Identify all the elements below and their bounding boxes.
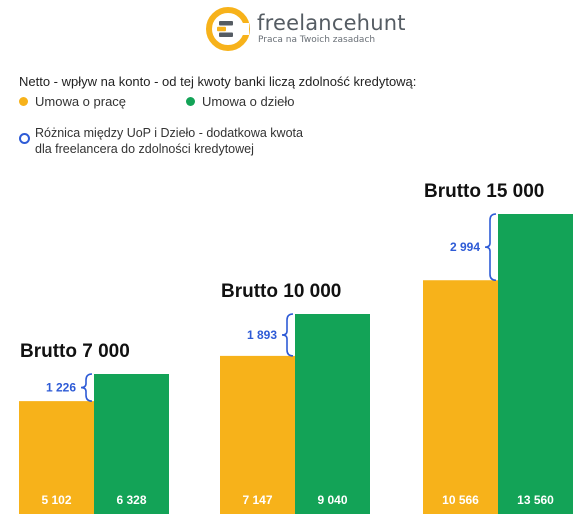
- legend-difference-marker: [19, 133, 30, 144]
- legend-difference-label: Różnica między UoP i Dzieło - dodatkowa …: [35, 125, 303, 157]
- legend-dzielo-marker: [186, 97, 195, 106]
- difference-brace: [281, 313, 294, 357]
- category-label: Brutto 7 000: [20, 341, 130, 362]
- bar-dzielo: [295, 314, 370, 514]
- difference-label: 1 226: [46, 381, 76, 395]
- bar-dzielo-value: 13 560: [517, 493, 554, 507]
- bar-dzielo-value: 9 040: [317, 493, 347, 507]
- legend-uop-label: Umowa o pracę: [35, 94, 127, 109]
- bar-uop: [423, 280, 498, 514]
- difference-brace: [484, 213, 497, 282]
- category-label: Brutto 15 000: [424, 181, 544, 202]
- bar-dzielo-value: 6 328: [116, 493, 146, 507]
- legend-difference-line-1: Różnica między UoP i Dzieło - dodatkowa …: [35, 126, 303, 140]
- brand-tagline: Praca na Twoich zasadach: [258, 35, 376, 45]
- legend-difference-line-2: dla freelancera do zdolności kredytowej: [35, 142, 254, 156]
- chart-subtitle: Netto - wpływ na konto - od tej kwoty ba…: [19, 74, 417, 89]
- difference-label: 2 994: [450, 240, 480, 254]
- difference-label: 1 893: [247, 328, 277, 342]
- bar-dzielo: [498, 214, 573, 514]
- bar-uop-value: 5 102: [41, 493, 71, 507]
- bar-uop: [220, 355, 295, 514]
- difference-brace: [80, 373, 93, 402]
- header: freelancehunt Praca na Twoich zasadach: [0, 0, 581, 62]
- category-label: Brutto 10 000: [221, 281, 341, 302]
- bar-uop-value: 7 147: [242, 493, 272, 507]
- brand-name: freelancehunt: [257, 11, 406, 35]
- bar-uop-value: 10 566: [442, 493, 479, 507]
- freelancehunt-logo-icon: [206, 7, 250, 51]
- legend-dzielo-label: Umowa o dzieło: [202, 94, 295, 109]
- bar-uop: [19, 401, 94, 514]
- bar-dzielo: [94, 374, 169, 514]
- legend-uop-marker: [19, 97, 28, 106]
